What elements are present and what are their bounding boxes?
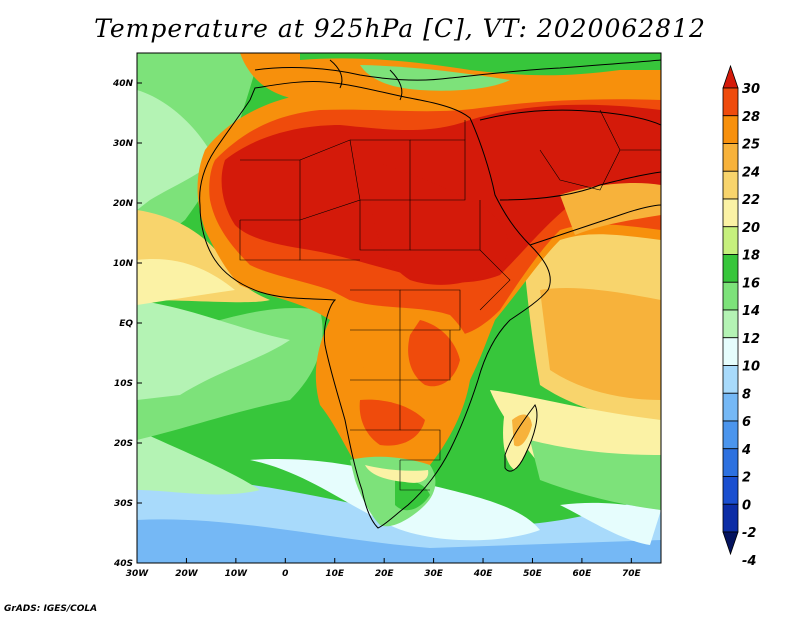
software-credit: GrADS: IGES/COLA xyxy=(4,604,98,614)
colorbar-swatch xyxy=(722,198,739,228)
lon-tick-label: 30W xyxy=(126,569,150,579)
colorbar-label: 4 xyxy=(741,443,751,458)
lon-tick-label: 70E xyxy=(622,569,642,579)
colorbar-label: 28 xyxy=(742,110,760,125)
colorbar-swatch xyxy=(722,476,739,505)
coastlines xyxy=(199,59,661,529)
lon-tick-label: 60E xyxy=(573,569,593,579)
lon-tick-label: 10E xyxy=(325,569,345,579)
colorbar-label: 24 xyxy=(742,165,760,180)
plot-frame xyxy=(136,52,662,564)
country-borders xyxy=(239,109,661,491)
colorbar-swatch xyxy=(722,115,739,144)
colorbar-swatch xyxy=(722,420,739,450)
colorbar-swatch xyxy=(722,254,739,283)
colorbar-label: -2 xyxy=(742,526,756,541)
colorbar-swatch xyxy=(722,64,739,89)
colorbar-label: 10 xyxy=(742,360,760,375)
lat-tick-label: 30S xyxy=(114,499,133,509)
lat-tick-label: 40N xyxy=(112,79,134,89)
lon-tick-label: 20W xyxy=(175,569,199,579)
lat-tick-label: 20N xyxy=(113,199,134,209)
lat-tick-label: 40S xyxy=(113,559,133,569)
colorbar-label: 18 xyxy=(742,249,760,264)
colorbar-label: 20 xyxy=(742,221,760,236)
colorbar-swatch xyxy=(722,337,739,366)
lon-tick-label: 0 xyxy=(282,569,288,579)
colorbar-swatch xyxy=(722,143,739,172)
colorbar-label: 6 xyxy=(742,415,751,430)
colorbar-label: 25 xyxy=(742,138,760,153)
colorbar-swatch xyxy=(722,365,739,394)
colorbar-swatch xyxy=(722,281,739,311)
colorbar-swatch xyxy=(722,87,739,117)
colorbar-swatch xyxy=(722,531,739,556)
temperature-field xyxy=(137,53,661,563)
colorbar-swatch xyxy=(722,392,739,422)
colorbar-label: -4 xyxy=(742,554,756,569)
colorbar-swatch xyxy=(722,170,739,200)
longitude-axis: 30W 20W 10W 0 10E 20E 30E 40E 50E 60E 70E xyxy=(126,558,642,579)
lat-tick-label: 20S xyxy=(114,439,133,449)
colorbar-swatch xyxy=(722,309,739,339)
latitude-axis: 40N 30N 20N 10N EQ 10S 20S 30S 40S xyxy=(112,79,142,569)
colorbar-swatch xyxy=(722,503,739,533)
map-title: Temperature at 925hPa [C], VT: 202006281… xyxy=(94,14,706,43)
lat-tick-label: EQ xyxy=(119,319,133,329)
lon-tick-label: 50E xyxy=(523,569,543,579)
colorbar-label: 16 xyxy=(742,276,760,291)
colorbar-label: 0 xyxy=(742,498,751,513)
lat-tick-label: 10N xyxy=(113,259,134,269)
colorbar-swatch xyxy=(722,226,739,255)
lon-tick-label: 10W xyxy=(225,569,249,579)
colorbar-label: 22 xyxy=(742,193,760,208)
colorbar-label: 30 xyxy=(742,82,760,97)
lon-tick-label: 30E xyxy=(424,569,444,579)
lon-tick-label: 40E xyxy=(473,569,494,579)
lon-tick-label: 20E xyxy=(375,569,395,579)
lat-tick-label: 10S xyxy=(114,379,133,389)
lat-tick-label: 30N xyxy=(113,139,134,149)
colorbar-swatch xyxy=(722,448,739,477)
colorbar-label: 2 xyxy=(742,471,751,486)
colorbar-label: 12 xyxy=(742,332,760,347)
colorbar-label: 14 xyxy=(742,304,760,319)
colorbar-label: 8 xyxy=(742,387,751,402)
